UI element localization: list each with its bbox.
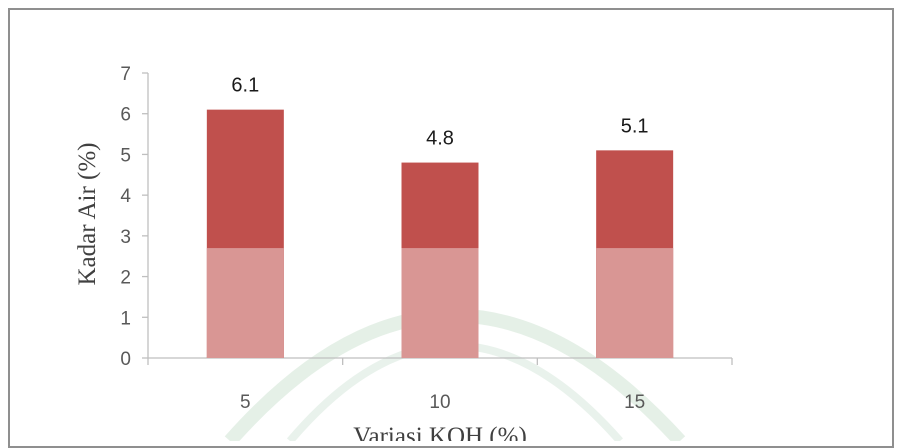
y-tick-label: 5 xyxy=(120,145,131,166)
bar-faded-overlay xyxy=(206,248,284,358)
y-tick-label: 1 xyxy=(120,308,131,329)
bar-faded-overlay xyxy=(596,248,674,358)
x-tick-label: 10 xyxy=(429,392,450,413)
x-tick-label: 15 xyxy=(624,392,645,413)
y-axis-title: Kadar Air (%) xyxy=(74,143,101,286)
x-axis: 5 10 15 xyxy=(147,357,733,413)
y-tick-label: 6 xyxy=(120,105,131,126)
bar-data-label: 5.1 xyxy=(621,115,649,137)
bar: 4.8 xyxy=(401,128,479,358)
y-tick-label: 0 xyxy=(120,349,131,370)
y-tick-label: 2 xyxy=(120,268,131,289)
y-tick-label: 4 xyxy=(120,186,131,207)
y-axis: 0 1 2 3 4 5 6 7 xyxy=(120,64,149,370)
x-axis-title: Variasi KOH (%) xyxy=(353,423,527,441)
bar-faded-overlay xyxy=(401,248,479,358)
bar-data-label: 4.8 xyxy=(426,128,454,150)
y-tick-label: 7 xyxy=(120,64,131,85)
bar: 5.1 xyxy=(596,115,674,358)
bar: 6.1 xyxy=(206,75,284,359)
y-tick-label: 3 xyxy=(120,227,131,248)
x-tick-label: 5 xyxy=(240,392,251,413)
bar-data-label: 6.1 xyxy=(231,75,259,97)
bars: 6.1 4.8 5.1 xyxy=(206,75,674,359)
